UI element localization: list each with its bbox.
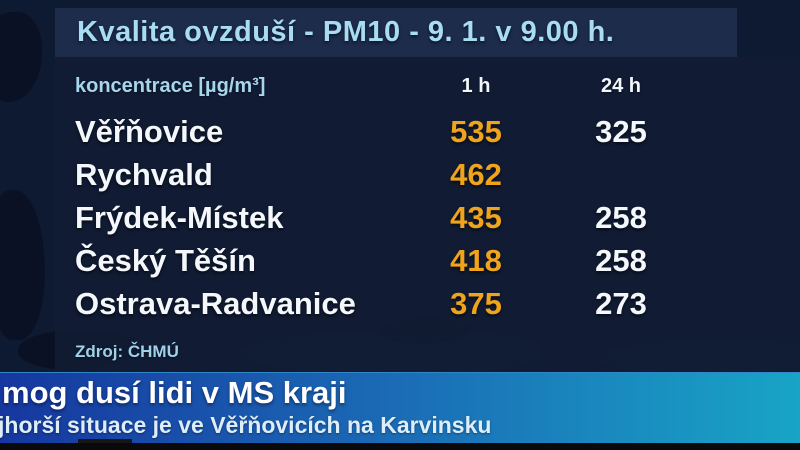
table-row: Věřňovice 535 325: [55, 110, 800, 153]
value-1h: 375: [450, 285, 502, 321]
air-quality-panel: koncentrace [µg/m³] 1 h 24 h Věřňovice 5…: [55, 57, 800, 372]
page-title: Kvalita ovzduší - PM10 - 9. 1. v 9.00 h.: [77, 16, 615, 48]
bottom-strip: [0, 443, 800, 450]
value-24h: 258: [595, 199, 647, 235]
station-name: Frýdek-Místek: [75, 199, 284, 235]
value-1h: 418: [450, 242, 502, 278]
value-1h: 535: [450, 113, 502, 149]
value-24h: 273: [595, 285, 647, 321]
column-header-24h: 24 h: [600, 74, 642, 97]
column-header-1h: 1 h: [461, 74, 491, 97]
table-row: Rychvald 462: [55, 153, 800, 196]
table-row: Český Těšín 418 258: [55, 239, 800, 282]
news-banner: mog dusí lidi v MS kraji jhorší situace …: [0, 372, 800, 443]
concentration-unit-label: koncentrace [µg/m³]: [75, 74, 266, 97]
table-row: Frýdek-Místek 435 258: [55, 196, 800, 239]
station-name: Ostrava-Radvanice: [75, 285, 356, 321]
station-name: Český Těšín: [75, 242, 256, 278]
banner-headline: mog dusí lidi v MS kraji: [2, 375, 347, 410]
map-texture-blob: [0, 190, 45, 340]
table-header-row: koncentrace [µg/m³] 1 h 24 h: [55, 69, 800, 103]
value-1h: 462: [450, 156, 502, 192]
title-band: Kvalita ovzduší - PM10 - 9. 1. v 9.00 h.: [55, 8, 737, 57]
map-texture-blob: [0, 12, 42, 102]
table-row: Ostrava-Radvanice 375 273: [55, 282, 800, 325]
source-credit: Zdroj: ČHMÚ: [75, 342, 179, 361]
station-name: Věřňovice: [75, 113, 224, 149]
station-name: Rychvald: [75, 156, 213, 192]
value-24h: 325: [595, 113, 647, 149]
banner-subline: jhorší situace je ve Věřňovicích na Karv…: [0, 412, 492, 438]
value-24h: 258: [595, 242, 647, 278]
value-1h: 435: [450, 199, 502, 235]
table-body: Věřňovice 535 325 Rychvald 462 Frýdek-Mí…: [55, 110, 800, 325]
